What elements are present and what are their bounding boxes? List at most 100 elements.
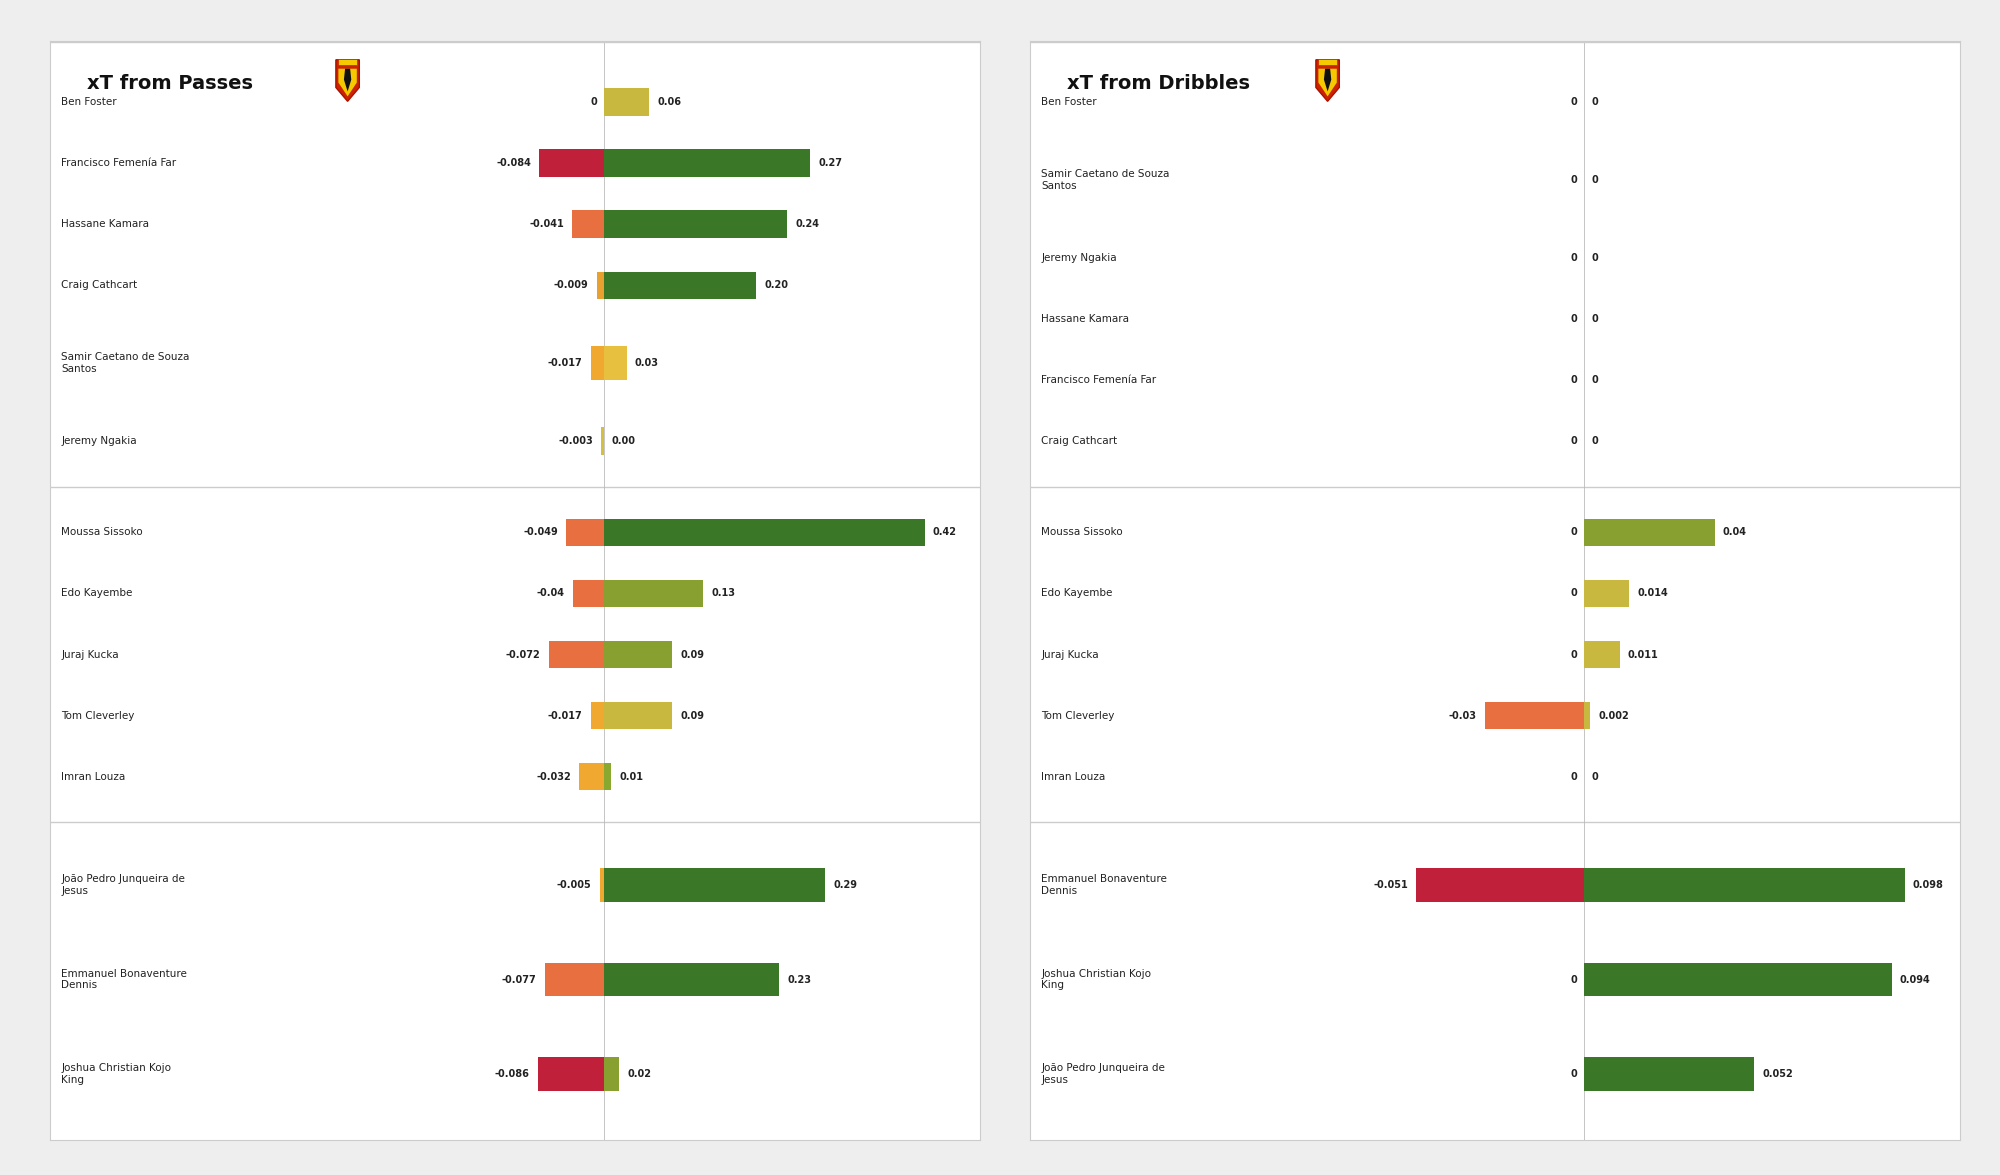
Bar (602, 428, 604, 455)
Bar (538, 1058, 604, 1090)
Text: 0: 0 (1570, 974, 1576, 985)
Text: 0: 0 (1592, 772, 1598, 781)
Text: -0.04: -0.04 (536, 589, 564, 598)
Bar (590, 701, 604, 730)
Bar (604, 640, 672, 669)
Text: 0.13: 0.13 (712, 589, 736, 598)
Text: Moussa Sissoko: Moussa Sissoko (1042, 528, 1122, 537)
Text: 0.27: 0.27 (818, 159, 842, 168)
Text: -0.077: -0.077 (502, 974, 536, 985)
Text: Ben Foster: Ben Foster (1042, 98, 1096, 107)
Text: Jeremy Ngakia: Jeremy Ngakia (1042, 253, 1116, 263)
Text: Tom Cleverley: Tom Cleverley (1042, 711, 1114, 720)
Text: Craig Cathcart: Craig Cathcart (62, 281, 138, 290)
Text: Joshua Christian Kojo
King: Joshua Christian Kojo King (62, 1063, 172, 1085)
Text: 0.00: 0.00 (612, 436, 636, 445)
Text: 0.011: 0.011 (1628, 650, 1658, 659)
Text: 0.42: 0.42 (932, 528, 956, 537)
Polygon shape (1318, 59, 1336, 65)
Bar (604, 579, 702, 607)
Text: Samir Caetano de Souza
Santos: Samir Caetano de Souza Santos (1042, 169, 1170, 190)
Text: Francisco Femenía Far: Francisco Femenía Far (1042, 375, 1156, 385)
Text: 0.09: 0.09 (680, 650, 704, 659)
Text: xT from Dribbles: xT from Dribbles (1068, 74, 1250, 93)
Polygon shape (336, 60, 360, 101)
Text: -0.032: -0.032 (536, 772, 570, 781)
Bar (590, 347, 604, 380)
Text: 0: 0 (1570, 1069, 1576, 1079)
Bar (1584, 640, 1620, 669)
Bar (604, 962, 780, 996)
Bar (1584, 962, 1892, 996)
Text: Craig Cathcart: Craig Cathcart (1042, 436, 1118, 445)
Bar (580, 763, 604, 791)
Text: 0: 0 (1592, 98, 1598, 107)
Text: 0.09: 0.09 (680, 711, 704, 720)
Text: Juraj Kucka: Juraj Kucka (1042, 650, 1098, 659)
Text: 0: 0 (1570, 175, 1576, 184)
Text: 0.04: 0.04 (1722, 528, 1746, 537)
Text: -0.086: -0.086 (494, 1069, 530, 1079)
Text: Juraj Kucka: Juraj Kucka (62, 650, 118, 659)
Text: 0.06: 0.06 (658, 98, 682, 107)
Bar (604, 868, 826, 901)
Polygon shape (1318, 68, 1336, 96)
Bar (604, 210, 788, 239)
Text: 0: 0 (1570, 589, 1576, 598)
Bar (540, 149, 604, 177)
Text: -0.009: -0.009 (554, 281, 588, 290)
Text: 0: 0 (1570, 314, 1576, 324)
Text: -0.051: -0.051 (1374, 880, 1408, 889)
Text: 0.052: 0.052 (1762, 1069, 1792, 1079)
Bar (604, 149, 810, 177)
Text: 0: 0 (1592, 175, 1598, 184)
Text: Samir Caetano de Souza
Santos: Samir Caetano de Souza Santos (62, 352, 190, 374)
Text: Emmanuel Bonaventure
Dennis: Emmanuel Bonaventure Dennis (1042, 874, 1166, 895)
Text: 0: 0 (1592, 314, 1598, 324)
Text: Imran Louza: Imran Louza (62, 772, 126, 781)
Bar (604, 88, 650, 116)
Text: -0.041: -0.041 (530, 220, 564, 229)
Text: 0: 0 (1570, 253, 1576, 263)
Bar (604, 1058, 618, 1090)
Text: Jeremy Ngakia: Jeremy Ngakia (62, 436, 136, 445)
Text: 0.29: 0.29 (834, 880, 858, 889)
Text: 0: 0 (1570, 375, 1576, 385)
Text: Joshua Christian Kojo
King: Joshua Christian Kojo King (1042, 968, 1152, 991)
Text: 0.014: 0.014 (1638, 589, 1668, 598)
Text: 0: 0 (1570, 772, 1576, 781)
Bar (1416, 868, 1584, 901)
Text: -0.084: -0.084 (496, 159, 532, 168)
Text: Hassane Kamara: Hassane Kamara (1042, 314, 1130, 324)
Text: 0: 0 (1570, 528, 1576, 537)
Bar (1584, 1058, 1754, 1090)
Text: -0.03: -0.03 (1448, 711, 1476, 720)
Bar (1486, 701, 1584, 730)
Text: -0.072: -0.072 (506, 650, 540, 659)
Bar (1584, 579, 1630, 607)
Polygon shape (1316, 60, 1340, 101)
Text: 0: 0 (1570, 436, 1576, 445)
Bar (1584, 518, 1714, 546)
Text: Edo Kayembe: Edo Kayembe (62, 589, 132, 598)
Polygon shape (338, 68, 356, 96)
Text: 0: 0 (1570, 98, 1576, 107)
Text: 0.03: 0.03 (634, 358, 658, 368)
Text: 0.01: 0.01 (620, 772, 644, 781)
Text: 0: 0 (1592, 436, 1598, 445)
Text: 0.24: 0.24 (796, 220, 820, 229)
Bar (1584, 868, 1904, 901)
Text: Emmanuel Bonaventure
Dennis: Emmanuel Bonaventure Dennis (62, 968, 186, 991)
Text: -0.049: -0.049 (524, 528, 558, 537)
Text: Imran Louza: Imran Louza (1042, 772, 1106, 781)
Text: Tom Cleverley: Tom Cleverley (62, 711, 134, 720)
Bar (566, 518, 604, 546)
Text: 0.098: 0.098 (1912, 880, 1944, 889)
Text: Edo Kayembe: Edo Kayembe (1042, 589, 1112, 598)
Text: 0.23: 0.23 (788, 974, 812, 985)
Bar (600, 868, 604, 901)
Text: Ben Foster: Ben Foster (62, 98, 116, 107)
Text: -0.005: -0.005 (556, 880, 592, 889)
Bar (1584, 701, 1590, 730)
Text: 0.094: 0.094 (1900, 974, 1930, 985)
